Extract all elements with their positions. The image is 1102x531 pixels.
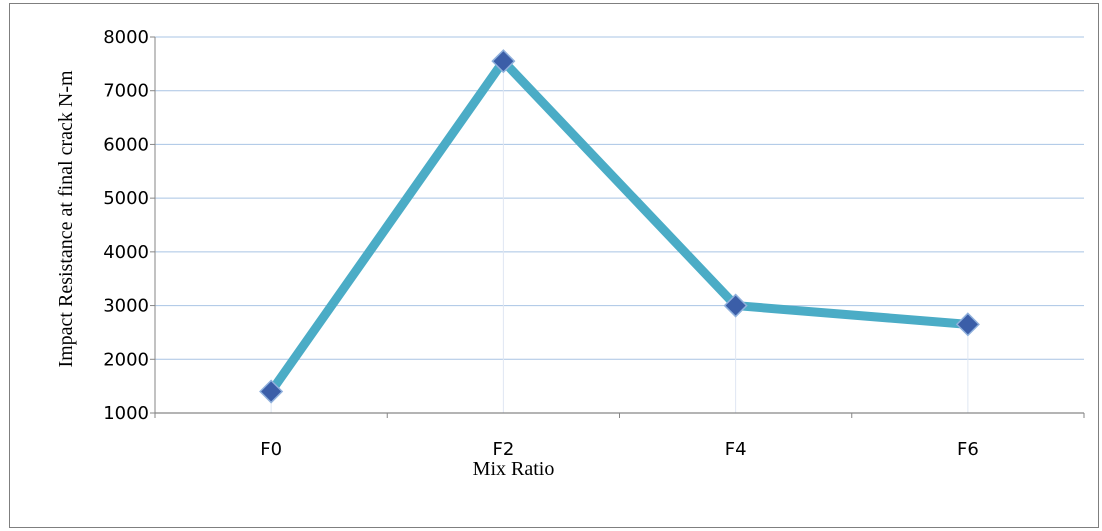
y-tick-label: 1000 xyxy=(103,403,149,424)
y-tick-label: 4000 xyxy=(103,242,149,263)
marker-drop-lines xyxy=(270,61,969,413)
x-tick-label: F6 xyxy=(957,439,979,460)
x-tick-label: F4 xyxy=(725,439,747,460)
y-tick-label: 8000 xyxy=(103,27,149,48)
y-tick-label: 3000 xyxy=(103,296,149,317)
axes xyxy=(150,36,1085,418)
data-point-f6 xyxy=(955,312,980,337)
y-tick-label: 7000 xyxy=(103,81,149,102)
data-point-f2 xyxy=(491,49,516,74)
gridlines xyxy=(155,36,1084,360)
y-axis-title: Impact Resistance at final crack N-m xyxy=(55,70,77,368)
series xyxy=(259,49,980,404)
y-tick-label: 5000 xyxy=(103,188,149,209)
y-tick-labels: 1000 2000 3000 4000 5000 6000 7000 8000 xyxy=(103,27,149,424)
y-tick-label: 2000 xyxy=(103,349,149,370)
series-line xyxy=(266,56,973,397)
x-tick-label: F0 xyxy=(260,439,282,460)
y-tick-label: 6000 xyxy=(103,134,149,155)
data-point-f0 xyxy=(259,379,284,404)
x-tick-label: F2 xyxy=(492,439,514,460)
x-axis-title: Mix Ratio xyxy=(473,458,555,480)
x-tick-labels: F0 F2 F4 F6 xyxy=(260,439,979,460)
data-point-f4 xyxy=(723,293,748,318)
